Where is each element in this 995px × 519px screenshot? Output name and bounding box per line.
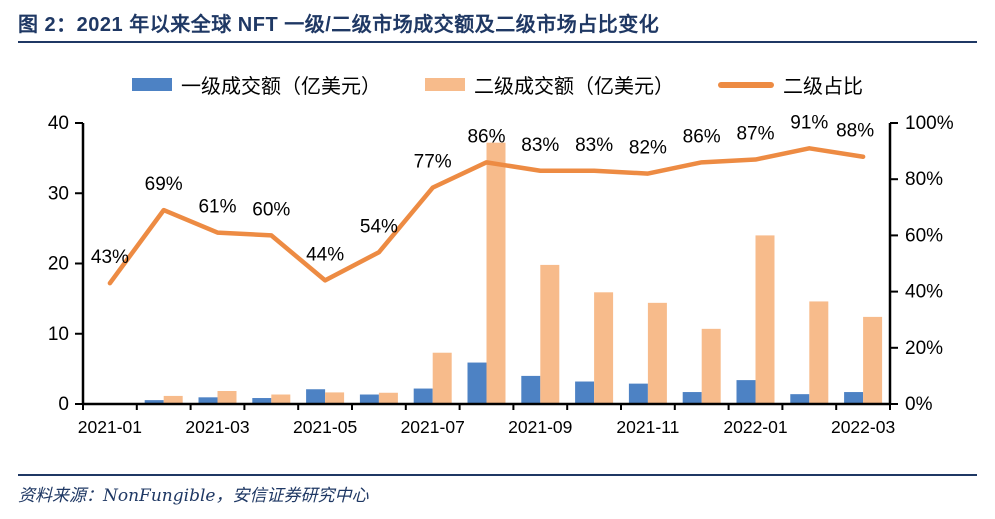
secondary-bar-2021-09	[540, 264, 560, 404]
right-axis-tick-label: 80%	[905, 169, 943, 190]
share-point-label-2021-09: 83%	[521, 135, 559, 156]
legend-label-primary: 一级成交额（亿美元）	[181, 74, 381, 98]
share-line-swatch	[718, 81, 774, 88]
legend-label-secondary: 二级成交额（亿美元）	[474, 74, 674, 98]
x-axis-label-2022-03: 2022-03	[831, 417, 895, 437]
share-point-label-2021-10: 83%	[575, 135, 613, 156]
share-point-label-2021-03: 61%	[198, 197, 236, 218]
x-axis-label-2021-03: 2021-03	[185, 417, 249, 437]
share-point-label-2021-08: 86%	[467, 126, 505, 147]
share-point-label-2021-04: 60%	[252, 199, 290, 220]
secondary-bar-2021-02	[163, 395, 183, 404]
primary-bar-2021-02	[144, 400, 164, 404]
x-axis-label-2021-07: 2021-07	[401, 417, 465, 437]
secondary-bar-2021-05	[325, 392, 345, 404]
secondary-bar-2021-10	[594, 292, 614, 404]
secondary-share-line	[107, 146, 866, 286]
primary-bar-2022-02	[790, 394, 810, 404]
chart-legend: 一级成交额（亿美元） 二级成交额（亿美元） 二级占比	[0, 70, 995, 99]
share-point-label-2021-06: 54%	[360, 216, 398, 237]
primary-bar-2021-10	[575, 381, 595, 404]
title-divider	[18, 41, 977, 43]
primary-bar-2021-04	[252, 398, 272, 404]
share-point-label-2021-02: 69%	[145, 174, 183, 195]
primary-bar-2021-12	[682, 392, 702, 404]
right-axis-tick-label: 60%	[905, 225, 943, 246]
primary-bar-2022-03	[844, 392, 864, 404]
secondary-bar-2021-11	[647, 302, 667, 404]
left-axis-tick-label: 20	[48, 254, 69, 275]
share-point-label-2021-07: 77%	[414, 152, 452, 173]
right-axis-tick-label: 0%	[905, 394, 933, 415]
right-axis-tick-label: 40%	[905, 282, 943, 303]
source-divider	[18, 474, 977, 476]
primary-bar-swatch	[132, 78, 172, 91]
primary-bar-2021-07	[413, 388, 433, 404]
legend-item-secondary-volume: 二级成交额（亿美元）	[425, 70, 674, 99]
share-point-label-2022-02: 91%	[790, 112, 828, 133]
secondary-bar-2021-04	[271, 394, 291, 404]
share-point-label-2021-11: 82%	[629, 138, 667, 159]
secondary-bar-2021-12	[701, 328, 721, 404]
legend-item-secondary-share: 二级占比	[718, 70, 863, 99]
secondary-bar-2022-03	[863, 316, 883, 404]
source-line: 资料来源：NonFungible，安信证券研究中心	[18, 486, 369, 506]
share-point-label-2021-05: 44%	[306, 244, 344, 265]
primary-bar-2021-05	[306, 389, 326, 404]
share-point-label-2021-12: 86%	[683, 126, 721, 147]
x-axis-label-2022-01: 2022-01	[723, 417, 787, 437]
x-axis-label-2021-01: 2021-01	[78, 417, 142, 437]
x-axis-label-2021-11: 2021-11	[616, 417, 679, 437]
primary-bar-2021-09	[521, 375, 541, 404]
x-axis-label-2021-09: 2021-09	[508, 417, 572, 437]
secondary-bar-2022-02	[809, 301, 829, 404]
right-axis-tick-label: 20%	[905, 338, 943, 359]
left-axis-tick-label: 40	[48, 113, 69, 134]
primary-bar-2021-03	[198, 397, 218, 404]
chart-area: 0 10 20 30 40 0% 20% 40% 60% 80% 100% 2021-01 2021-0…	[0, 100, 995, 480]
combo-chart-canvas: 0 10 20 30 40 0% 20% 40% 60% 80% 100% 2021-01 2021-0…	[48, 112, 954, 437]
primary-bar-2022-01	[736, 380, 756, 404]
secondary-bar-2021-08	[486, 142, 506, 405]
share-point-label-2022-01: 87%	[736, 124, 774, 145]
secondary-bar-swatch	[425, 78, 465, 91]
share-point-label-2022-03: 88%	[836, 121, 874, 142]
left-axis-tick-label: 10	[48, 324, 69, 345]
right-axis-tick-label: 100%	[905, 113, 954, 134]
secondary-bar-2021-07	[432, 352, 452, 404]
left-axis-tick-label: 0	[58, 394, 69, 415]
secondary-bar-2021-03	[217, 391, 237, 404]
left-axis-tick-label: 30	[48, 183, 69, 204]
secondary-bar-2021-06	[378, 392, 398, 404]
secondary-bar-2022-01	[755, 235, 775, 404]
legend-label-share: 二级占比	[783, 74, 863, 98]
primary-bar-2021-08	[467, 362, 487, 404]
primary-bar-2021-11	[628, 383, 648, 404]
primary-bar-2021-06	[359, 394, 379, 404]
legend-item-primary-volume: 一级成交额（亿美元）	[132, 70, 381, 99]
share-point-label-2021-01: 43%	[91, 247, 129, 268]
figure-title: 图 2：2021 年以来全球 NFT 一级/二级市场成交额及二级市场占比变化	[18, 14, 660, 36]
x-axis-label-2021-05: 2021-05	[293, 417, 357, 437]
